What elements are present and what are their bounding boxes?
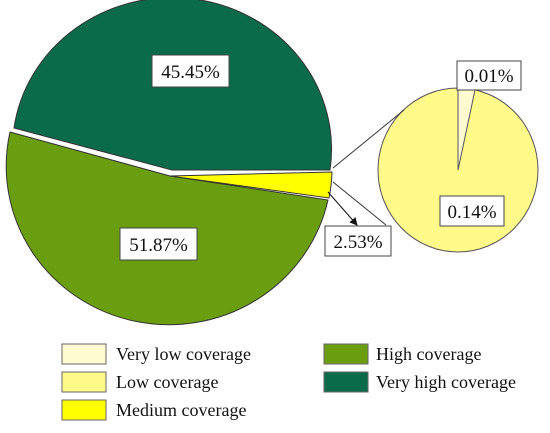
label-low-coverage: 0.14% bbox=[447, 202, 496, 223]
legend-swatch-very-high bbox=[323, 371, 369, 393]
legend: Very low coverage High coverage Low cove… bbox=[61, 343, 516, 421]
slice-medium-coverage bbox=[169, 171, 333, 199]
legend-label-high: High coverage bbox=[376, 344, 481, 364]
legend-swatch-high bbox=[323, 343, 369, 365]
medium-label-arrow bbox=[327, 191, 358, 226]
label-box-very-high bbox=[151, 54, 230, 88]
connector-line-bottom bbox=[332, 181, 387, 226]
legend-swatch-very-low bbox=[61, 343, 107, 365]
label-very-low-coverage: 0.01% bbox=[464, 66, 513, 87]
label-high-coverage: 51.87% bbox=[129, 235, 188, 256]
connector-line-top bbox=[332, 109, 405, 169]
legend-label-very-high: Very high coverage bbox=[376, 372, 516, 392]
legend-label-medium: Medium coverage bbox=[116, 400, 246, 420]
label-box-very-low bbox=[456, 60, 522, 91]
legend-swatch-low bbox=[61, 371, 107, 393]
legend-swatch-medium bbox=[61, 399, 107, 421]
legend-label-very-low: Very low coverage bbox=[116, 344, 251, 364]
label-medium-coverage: 2.53% bbox=[333, 232, 382, 253]
label-box-high bbox=[119, 227, 198, 261]
legend-label-low: Low coverage bbox=[116, 372, 218, 392]
label-box-low bbox=[439, 195, 505, 227]
label-box-medium bbox=[324, 225, 392, 257]
label-very-high-coverage: 45.45% bbox=[161, 62, 220, 83]
